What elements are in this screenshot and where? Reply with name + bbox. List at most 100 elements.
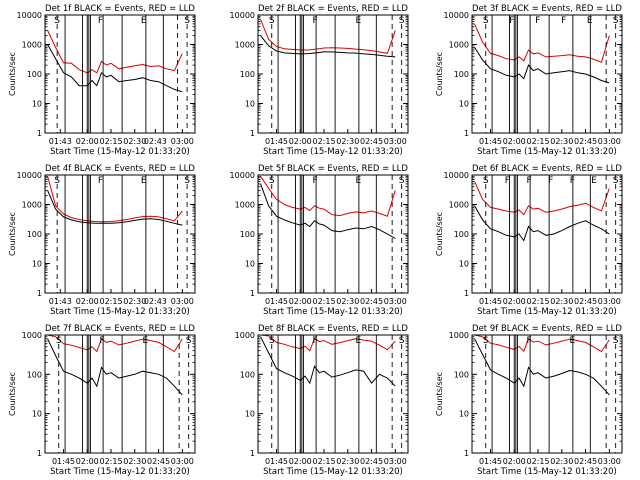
series-line-lld xyxy=(260,19,396,54)
panel-title: Det 3f BLACK = Events, RED = LLD xyxy=(472,4,622,14)
x-tick-label: 02:00 xyxy=(503,137,526,146)
x-tick-label: 03:00 xyxy=(384,137,407,146)
x-axis-label: Start Time (15-May-12 01:33:20) xyxy=(50,307,190,317)
x-tick-label: 01:45 xyxy=(52,457,75,466)
segment-marker: S xyxy=(483,176,489,186)
y-tick-label: 10000 xyxy=(17,11,42,20)
segment-marker: S xyxy=(269,176,275,186)
segment-marker: S xyxy=(184,16,190,26)
x-tick-label: 03:00 xyxy=(598,297,621,306)
y-tick-label: 1000 xyxy=(449,331,469,340)
panel-title: Det 4f BLACK = Events, RED = LLD xyxy=(45,164,195,174)
x-tick-label: 02:45 xyxy=(360,297,383,306)
x-tick-label: 01:45 xyxy=(265,297,288,306)
segment-marker: S xyxy=(54,16,60,26)
segment-marker: F xyxy=(312,16,317,26)
series-line-lld xyxy=(47,30,183,74)
y-tick-label: 100 xyxy=(454,370,469,379)
y-tick-label: 1 xyxy=(464,129,469,138)
segment-marker: S xyxy=(56,336,62,346)
y-tick-label: 1 xyxy=(464,289,469,298)
x-tick-label: 02:43 xyxy=(144,137,167,146)
y-tick-label: 1 xyxy=(37,129,42,138)
y-tick-label: 1 xyxy=(250,289,255,298)
x-tick-label: 02:30 xyxy=(123,297,146,306)
series-line-lld xyxy=(474,181,610,216)
y-tick-label: 1000 xyxy=(235,331,255,340)
panel-title: Det 2f BLACK = Events, RED = LLD xyxy=(258,4,408,14)
series-line-lld xyxy=(474,23,610,63)
segment-marker: F xyxy=(312,176,317,186)
x-tick-label: 02:15 xyxy=(312,137,335,146)
x-tick-label: 03:00 xyxy=(384,457,407,466)
y-axis-label: Counts/sec xyxy=(435,52,444,96)
series-line-lld xyxy=(260,334,396,352)
y-tick-label: 10 xyxy=(459,410,469,419)
panel-8: Det 8f BLACK = Events, RED = LLD S F E S 1 10 1… xyxy=(235,324,409,477)
y-tick-label: 100 xyxy=(454,230,469,239)
segment-marker: F xyxy=(509,16,514,26)
segment-marker: F xyxy=(570,176,575,186)
y-tick-label: 100 xyxy=(240,70,255,79)
x-tick-label: 02:00 xyxy=(289,297,312,306)
y-tick-label: 100 xyxy=(27,70,42,79)
series-line-events xyxy=(474,338,610,396)
panel-title: Det 6f BLACK = Events, RED = LLD xyxy=(472,164,622,174)
x-tick-label: 02:30 xyxy=(336,297,359,306)
y-axis-label: Counts/sec xyxy=(435,212,444,256)
x-tick-label: 01:45 xyxy=(479,457,502,466)
y-tick-label: 100 xyxy=(454,70,469,79)
y-tick-label: 10 xyxy=(32,100,42,109)
plot-frame xyxy=(471,334,623,454)
x-tick-label: 02:00 xyxy=(76,297,99,306)
panel-title: Det 8f BLACK = Events, RED = LLD xyxy=(258,324,408,334)
x-tick-label: 03:00 xyxy=(171,457,194,466)
x-tick-label: 01:45 xyxy=(479,137,502,146)
x-tick-label: 02:30 xyxy=(336,457,359,466)
series-line-events xyxy=(47,338,183,396)
segment-marker: E xyxy=(356,336,362,346)
x-tick-label: 02:30 xyxy=(550,137,573,146)
x-axis-label: Start Time (15-May-12 01:33:20) xyxy=(263,147,403,157)
series-line-lld xyxy=(260,176,396,217)
y-axis-label: Counts/sec xyxy=(435,372,444,416)
y-tick-label: 1 xyxy=(250,129,255,138)
segment-marker: E xyxy=(143,336,149,346)
x-tick-label: 02:43 xyxy=(144,297,167,306)
x-axis-label: Start Time (15-May-12 01:33:20) xyxy=(477,307,617,317)
segment-marker: S xyxy=(184,176,190,186)
x-axis-label: Start Time (15-May-12 01:33:20) xyxy=(263,307,403,317)
segment-marker: E xyxy=(570,336,576,346)
x-tick-label: 02:45 xyxy=(574,297,597,306)
y-tick-label: 10000 xyxy=(230,171,255,180)
y-tick-label: 10000 xyxy=(230,11,255,20)
x-tick-label: 02:00 xyxy=(76,137,99,146)
plot-frame xyxy=(257,334,409,454)
y-tick-label: 10000 xyxy=(444,11,469,20)
x-tick-label: 02:00 xyxy=(289,457,312,466)
x-tick-label: 02:30 xyxy=(336,137,359,146)
panel-title: Det 7f BLACK = Events, RED = LLD xyxy=(45,324,195,334)
segment-marker: S xyxy=(483,16,489,26)
y-tick-label: 1000 xyxy=(235,201,255,210)
x-axis-label: Start Time (15-May-12 01:33:20) xyxy=(50,147,190,157)
x-axis-label: Start Time (15-May-12 01:33:20) xyxy=(50,467,190,477)
y-tick-label: 100 xyxy=(27,230,42,239)
x-tick-label: 03:00 xyxy=(171,137,194,146)
series-line-events xyxy=(260,183,396,240)
segment-marker: F xyxy=(548,176,553,186)
panel-7: Det 7f BLACK = Events, RED = LLD S F E S 1 10 1… xyxy=(8,324,196,477)
segment-marker: S xyxy=(613,16,619,26)
y-tick-label: 10 xyxy=(245,100,255,109)
segment-marker: S xyxy=(269,16,275,26)
x-tick-label: 02:15 xyxy=(526,137,549,146)
segment-marker: F xyxy=(535,16,540,26)
x-tick-label: 02:45 xyxy=(360,457,383,466)
panel-2: Det 2f BLACK = Events, RED = LLD S F E S 1 10 1… xyxy=(230,4,409,157)
x-tick-label: 02:00 xyxy=(289,137,312,146)
segment-marker: F xyxy=(98,16,103,26)
y-tick-label: 1 xyxy=(464,449,469,458)
panel-3: Det 3f BLACK = Events, RED = LLD S F F F E S 1 1… xyxy=(435,4,623,157)
y-tick-label: 100 xyxy=(27,370,42,379)
